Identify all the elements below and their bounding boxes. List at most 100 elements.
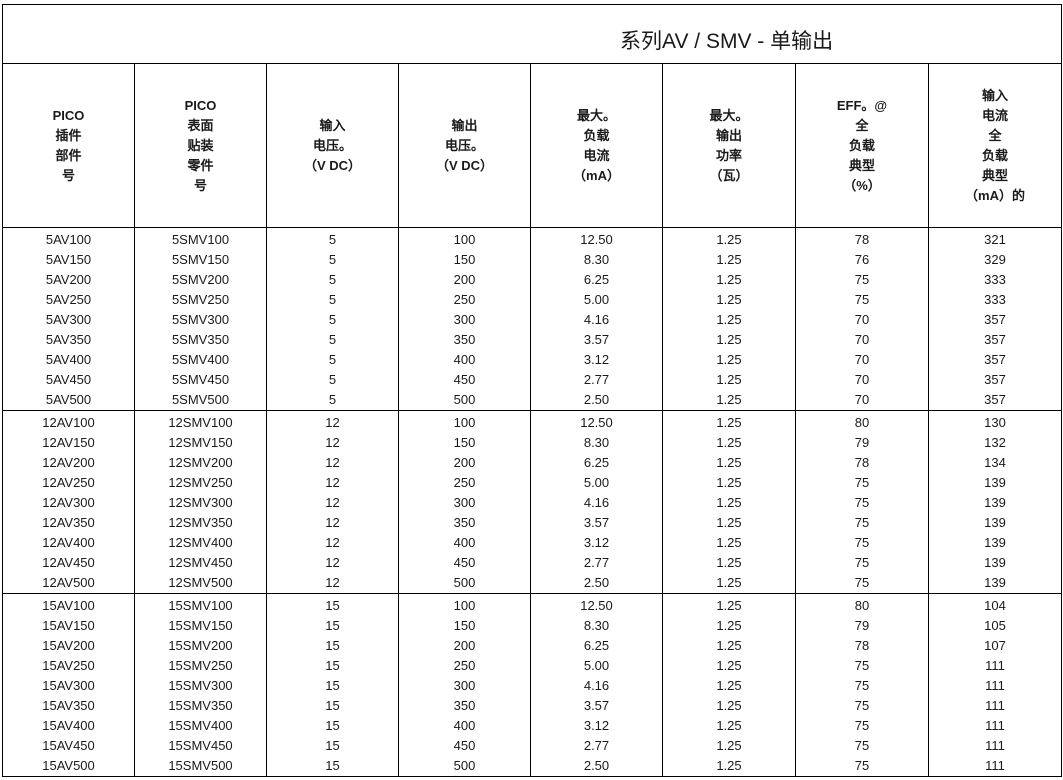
header-line: 最大。 (576, 107, 616, 123)
row-group: 12AV100 12SMV100 12 100 12.50 1.25 80 130 12AV15… (2, 410, 1062, 594)
table-cell: 100 (398, 410, 531, 433)
table-row: 15AV200 15SMV200 15 200 6.25 1.25 78 107 (2, 636, 1062, 656)
table-cell: 500 (398, 390, 531, 411)
table-cell: 3.57 (530, 330, 663, 350)
table-cell: 15 (266, 756, 399, 777)
table-cell: 15AV200 (2, 636, 135, 656)
table-cell: 329 (928, 250, 1062, 270)
table-cell: 1.25 (662, 493, 796, 513)
table-row: 12AV450 12SMV450 12 450 2.77 1.25 75 139 (2, 553, 1062, 573)
table-cell: 12SMV500 (134, 573, 267, 594)
table-cell: 130 (928, 410, 1062, 433)
table-cell: 12.50 (530, 227, 663, 250)
input-voltage-header: 输入 电压。 （V DC） (266, 63, 399, 228)
table-cell: 15AV300 (2, 676, 135, 696)
table-cell: 80 (795, 410, 929, 433)
table-cell: 1.25 (662, 593, 796, 616)
header-line: 最大。 (709, 107, 749, 123)
table-cell: 200 (398, 453, 531, 473)
header-line: 插件 (55, 127, 82, 143)
header-line: 全 (988, 127, 1002, 143)
table-cell: 1.25 (662, 656, 796, 676)
table-cell: 70 (795, 370, 929, 390)
table-cell: 5AV100 (2, 227, 135, 250)
header-line: 贴装 (187, 137, 214, 153)
table-cell: 6.25 (530, 453, 663, 473)
table-row: 5AV100 5SMV100 5 100 12.50 1.25 78 321 (2, 227, 1062, 250)
table-cell: 357 (928, 350, 1062, 370)
table-cell: 500 (398, 756, 531, 777)
table-row: 15AV100 15SMV100 15 100 12.50 1.25 80 104 (2, 593, 1062, 616)
table-cell: 70 (795, 350, 929, 370)
row-group: 5AV100 5SMV100 5 100 12.50 1.25 78 321 5AV150 5SM… (2, 227, 1062, 411)
table-cell: 5SMV300 (134, 310, 267, 330)
table-cell: 75 (795, 473, 929, 493)
table-cell: 15AV400 (2, 716, 135, 736)
table-cell: 5SMV400 (134, 350, 267, 370)
table-cell: 2.50 (530, 756, 663, 777)
table-cell: 350 (398, 330, 531, 350)
table-cell: 139 (928, 553, 1062, 573)
table-cell: 250 (398, 473, 531, 493)
table-cell: 1.25 (662, 433, 796, 453)
header-line: 电流 (981, 107, 1008, 123)
table-cell: 12AV350 (2, 513, 135, 533)
table-cell: 15SMV300 (134, 676, 267, 696)
table-cell: 15 (266, 696, 399, 716)
table-row: 15AV400 15SMV400 15 400 3.12 1.25 75 111 (2, 716, 1062, 736)
table-cell: 5SMV350 (134, 330, 267, 350)
table-cell: 12 (266, 493, 399, 513)
table-cell: 321 (928, 227, 1062, 250)
table-cell: 5AV300 (2, 310, 135, 330)
table-cell: 12 (266, 533, 399, 553)
table-row: 12AV250 12SMV250 12 250 5.00 1.25 75 139 (2, 473, 1062, 493)
table-cell: 75 (795, 553, 929, 573)
table-cell: 350 (398, 696, 531, 716)
table-cell: 5AV150 (2, 250, 135, 270)
table-cell: 75 (795, 533, 929, 553)
header-line: 输出 (715, 127, 742, 143)
header-line: 表面 (187, 117, 214, 133)
table-cell: 333 (928, 290, 1062, 310)
table-cell: 78 (795, 453, 929, 473)
table-cell: 5AV350 (2, 330, 135, 350)
table-cell: 105 (928, 616, 1062, 636)
table-cell: 8.30 (530, 433, 663, 453)
table-cell: 5 (266, 290, 399, 310)
header-line: 负载 (981, 147, 1008, 163)
table-cell: 1.25 (662, 553, 796, 573)
table-cell: 357 (928, 330, 1062, 350)
table-cell: 12AV300 (2, 493, 135, 513)
table-cell: 15 (266, 676, 399, 696)
table-row: 15AV500 15SMV500 15 500 2.50 1.25 75 111 (2, 756, 1062, 777)
table-cell: 5.00 (530, 290, 663, 310)
table-cell: 1.25 (662, 310, 796, 330)
table-cell: 15AV150 (2, 616, 135, 636)
table-cell: 12 (266, 513, 399, 533)
table-cell: 12SMV300 (134, 493, 267, 513)
table-cell: 15 (266, 736, 399, 756)
table-cell: 111 (928, 716, 1062, 736)
header-line: 典型 (981, 167, 1008, 183)
table-row: 5AV150 5SMV150 5 150 8.30 1.25 76 329 (2, 250, 1062, 270)
input-current-header: 输入 电流全负载 典型 （mA）的 (928, 63, 1062, 228)
header-line: （V DC） (303, 157, 362, 173)
output-voltage-header: 输出 电压。 （V DC） (398, 63, 531, 228)
table-cell: 139 (928, 533, 1062, 553)
table-cell: 1.25 (662, 270, 796, 290)
table-cell: 12.50 (530, 410, 663, 433)
table-cell: 75 (795, 656, 929, 676)
header-line: （V DC） (435, 157, 494, 173)
part-number-header: PICO 插件 部件号 (2, 63, 135, 228)
table-cell: 5AV400 (2, 350, 135, 370)
table-cell: 12SMV450 (134, 553, 267, 573)
header-line: （mA）的 (965, 187, 1025, 203)
table-cell: 15 (266, 593, 399, 616)
table-cell: 150 (398, 616, 531, 636)
table-cell: 1.25 (662, 513, 796, 533)
table-cell: 78 (795, 636, 929, 656)
table-cell: 12SMV400 (134, 533, 267, 553)
table-cell: 107 (928, 636, 1062, 656)
table-cell: 5 (266, 310, 399, 330)
table-cell: 4.16 (530, 493, 663, 513)
